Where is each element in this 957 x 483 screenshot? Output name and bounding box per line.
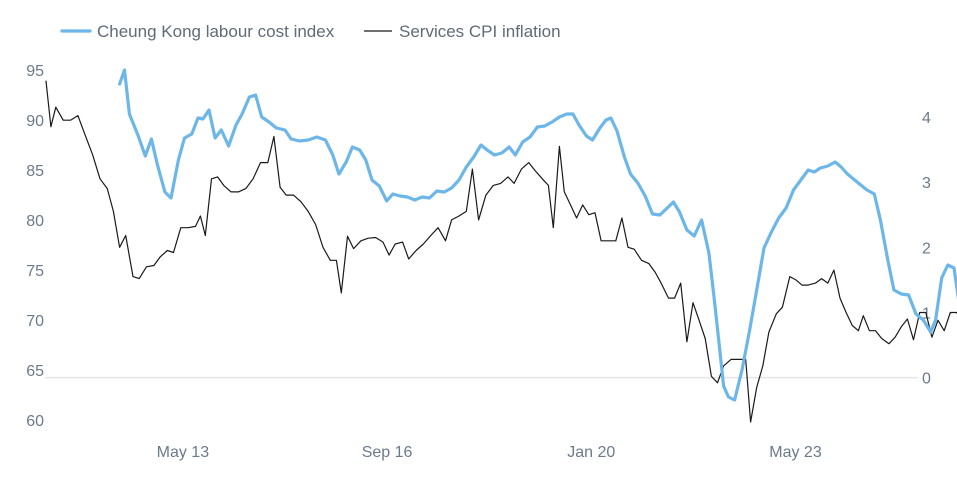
legend-label-services-cpi: Services CPI inflation [399, 22, 561, 41]
x-tick-label: May 23 [769, 444, 822, 461]
left-y-tick-label: 90 [26, 113, 44, 130]
series-line-labour-cost-index [118, 68, 957, 402]
x-tick-label: May 13 [157, 444, 210, 461]
series-layer [45, 68, 957, 423]
left-y-tick-label: 95 [26, 63, 44, 80]
right-y-tick-label: 4 [922, 110, 931, 127]
left-y-tick-label: 85 [26, 163, 44, 180]
legend-label-labour-cost-index: Cheung Kong labour cost index [97, 22, 335, 41]
x-axis: May 13 Sep 16 Jan 20 May 23 [157, 444, 822, 461]
x-tick-label: Sep 16 [362, 444, 413, 461]
series-line-services-cpi [45, 80, 957, 423]
right-y-tick-label: 2 [922, 240, 931, 257]
left-y-tick-label: 70 [26, 313, 44, 330]
right-y-tick-label: 0 [922, 371, 931, 388]
x-tick-label: Jan 20 [567, 444, 615, 461]
left-y-tick-label: 80 [26, 213, 44, 230]
left-y-tick-label: 60 [26, 413, 44, 430]
legend: Cheung Kong labour cost index Services CP… [60, 22, 561, 41]
left-y-tick-label: 65 [26, 363, 44, 380]
left-y-tick-label: 75 [26, 263, 44, 280]
left-y-axis: 95 90 85 80 75 70 65 60 [26, 63, 44, 430]
right-y-tick-label: 3 [922, 175, 931, 192]
